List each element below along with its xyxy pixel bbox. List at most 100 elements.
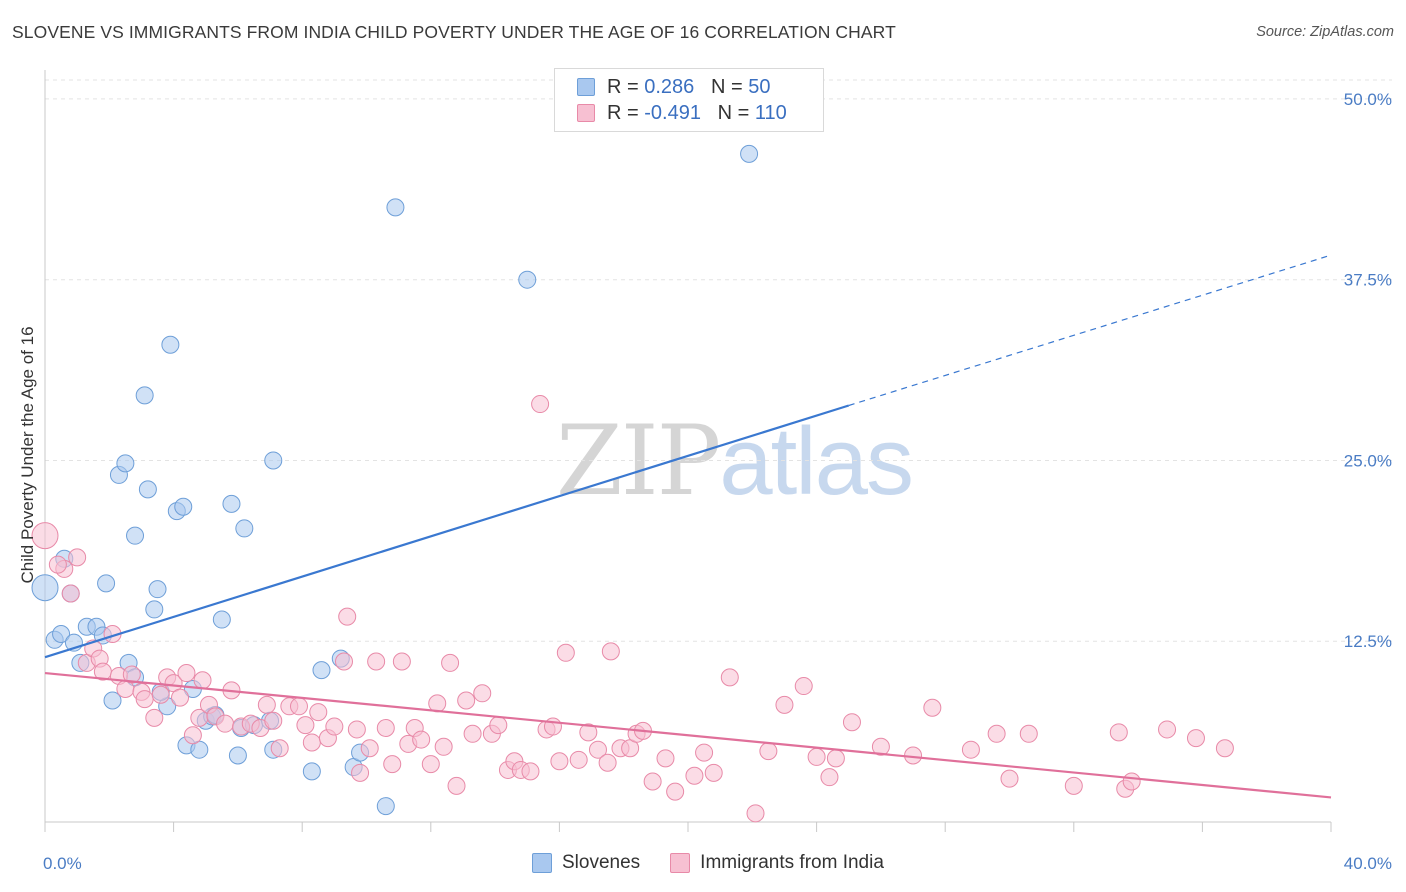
point-india bbox=[463, 724, 482, 743]
point-slovenes bbox=[222, 494, 241, 513]
point-slovenes bbox=[312, 661, 331, 680]
point-india bbox=[360, 739, 379, 758]
point-slovenes bbox=[52, 625, 71, 643]
point-india bbox=[135, 690, 154, 709]
point-india bbox=[521, 762, 540, 781]
point-slovenes bbox=[740, 144, 759, 163]
series-swatch-india bbox=[670, 853, 691, 873]
point-slovenes bbox=[386, 198, 405, 217]
point-india bbox=[145, 708, 164, 727]
y-tick-label: 50.0% bbox=[1344, 90, 1392, 109]
legend-n-value: 110 bbox=[754, 101, 787, 124]
point-india bbox=[720, 668, 739, 687]
point-india bbox=[1064, 776, 1083, 795]
point-india bbox=[302, 733, 321, 752]
point-india bbox=[31, 522, 59, 550]
point-india bbox=[473, 684, 492, 703]
point-india bbox=[392, 652, 411, 671]
point-india bbox=[794, 677, 813, 696]
trend-line-india bbox=[44, 671, 1332, 799]
point-india bbox=[704, 763, 723, 782]
point-slovenes bbox=[97, 574, 116, 593]
point-india bbox=[367, 652, 386, 671]
point-india bbox=[376, 719, 395, 737]
point-india bbox=[826, 749, 845, 768]
watermark-atlas: atlas bbox=[719, 408, 914, 515]
point-india bbox=[820, 768, 839, 787]
legend-r-value: -0.491 bbox=[644, 101, 701, 124]
point-slovenes bbox=[302, 762, 321, 781]
trend-line-extension-slovenes bbox=[848, 254, 1332, 407]
point-india bbox=[807, 747, 826, 766]
series-label-slovenes: Slovenes bbox=[562, 852, 641, 873]
legend-n-value: 50 bbox=[748, 75, 771, 98]
point-india bbox=[457, 691, 476, 710]
point-india bbox=[923, 698, 942, 717]
series-legend-india[interactable]: Immigrants from India bbox=[670, 852, 884, 874]
point-slovenes bbox=[103, 691, 122, 710]
trend-lines bbox=[44, 254, 1332, 799]
point-india bbox=[68, 548, 87, 567]
legend-spacer bbox=[694, 76, 711, 99]
point-slovenes bbox=[126, 526, 145, 545]
point-slovenes bbox=[235, 519, 254, 538]
point-india bbox=[842, 713, 861, 732]
point-india bbox=[1000, 769, 1019, 788]
point-india bbox=[325, 717, 344, 736]
point-india bbox=[309, 703, 328, 722]
grid bbox=[45, 79, 1392, 642]
point-india bbox=[1019, 724, 1038, 743]
legend-swatch-slovenes bbox=[577, 78, 595, 96]
point-india bbox=[550, 752, 569, 771]
source-credit: Source: ZipAtlas.com bbox=[1256, 24, 1394, 40]
point-india bbox=[666, 782, 685, 801]
india-points bbox=[31, 395, 1234, 823]
point-india bbox=[656, 749, 675, 768]
point-india bbox=[351, 763, 370, 782]
y-tick-label: 37.5% bbox=[1344, 271, 1392, 290]
point-india bbox=[685, 766, 704, 785]
point-india bbox=[193, 671, 212, 690]
point-slovenes bbox=[145, 600, 164, 619]
point-india bbox=[177, 664, 196, 683]
point-india bbox=[1186, 729, 1205, 748]
legend-n-label: N = bbox=[717, 101, 755, 124]
point-india bbox=[961, 740, 980, 759]
point-slovenes bbox=[174, 497, 193, 516]
point-india bbox=[556, 643, 575, 662]
axes bbox=[44, 70, 1332, 832]
watermark: ZIPatlas bbox=[556, 405, 914, 517]
series-swatch-slovenes bbox=[532, 853, 552, 873]
point-slovenes bbox=[31, 574, 59, 602]
point-india bbox=[531, 395, 550, 414]
point-slovenes bbox=[228, 746, 247, 765]
point-india bbox=[579, 723, 598, 742]
legend-row-india: R = -0.491 N = 110 bbox=[577, 101, 787, 125]
legend-row-slovenes: R = 0.286 N = 50 bbox=[577, 75, 770, 99]
chart-title: SLOVENE VS IMMIGRANTS FROM INDIA CHILD P… bbox=[12, 22, 896, 42]
point-slovenes bbox=[518, 270, 537, 289]
point-india bbox=[270, 739, 289, 758]
series-legend-slovenes[interactable]: Slovenes bbox=[532, 852, 640, 874]
point-india bbox=[183, 726, 202, 745]
point-slovenes bbox=[135, 386, 154, 405]
point-india bbox=[643, 772, 662, 791]
watermark-zip: ZIP bbox=[556, 405, 721, 517]
point-india bbox=[434, 737, 453, 756]
point-slovenes bbox=[264, 451, 283, 470]
slovenes-points bbox=[31, 144, 759, 816]
legend-r-label: R = bbox=[607, 101, 645, 124]
point-india bbox=[598, 753, 617, 772]
x-tick-label: 40.0% bbox=[1344, 854, 1392, 873]
point-india bbox=[347, 720, 366, 739]
y-tick-label: 25.0% bbox=[1344, 451, 1392, 470]
point-india bbox=[383, 755, 402, 774]
point-india bbox=[1215, 739, 1234, 758]
point-india bbox=[746, 804, 765, 823]
point-india bbox=[775, 695, 794, 714]
point-india bbox=[216, 714, 235, 733]
y-tick-label: 12.5% bbox=[1344, 632, 1392, 651]
point-india bbox=[447, 776, 466, 795]
point-india bbox=[122, 665, 141, 684]
